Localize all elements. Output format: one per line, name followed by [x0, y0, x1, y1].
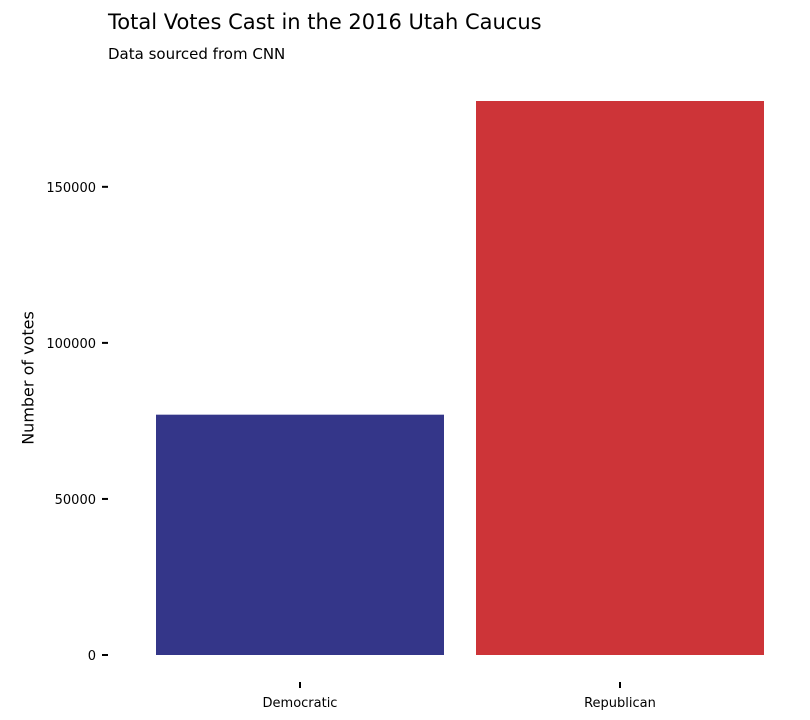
x-axis: Democratic Republican [263, 682, 656, 711]
x-tick-label: Republican [584, 696, 656, 711]
y-tick-label: 0 [88, 649, 96, 664]
bars-layer [156, 101, 764, 655]
y-tick-label: 100000 [46, 337, 96, 352]
y-axis: 0 50000 100000 150000 [46, 181, 108, 664]
bar-democratic [156, 414, 444, 655]
y-tick-label: 50000 [55, 493, 96, 508]
y-tick-label: 150000 [46, 181, 96, 196]
chart-subtitle: Data sourced from CNN [108, 45, 286, 63]
x-tick-label: Democratic [263, 696, 338, 711]
bar-republican [476, 101, 764, 655]
chart-title: Total Votes Cast in the 2016 Utah Caucus [108, 10, 542, 34]
